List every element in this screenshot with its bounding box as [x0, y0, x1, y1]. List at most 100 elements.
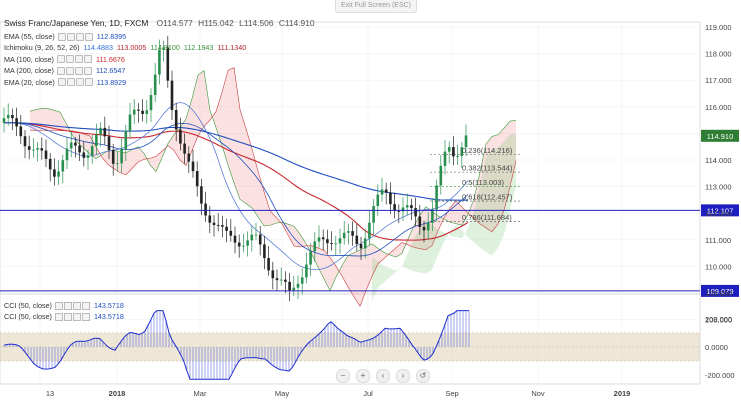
legend-cci-1[interactable]: CCI (50, close) 143.5718	[4, 300, 124, 311]
exit-fullscreen-button[interactable]: Exit Full Screen (ESC)	[335, 0, 417, 13]
legend-cci-2[interactable]: CCI (50, close) 143.5718	[4, 311, 124, 322]
candle	[86, 149, 90, 170]
symbol-title[interactable]: Swiss Franc/Japanese Yen, 1D, FXCM	[4, 18, 149, 28]
candle	[242, 233, 245, 253]
time-tick-label: May	[275, 389, 289, 398]
legend-ichimoku[interactable]: Ichimoku (9, 26, 52, 26) 114.4883 113.00…	[4, 42, 246, 53]
candle	[334, 235, 338, 256]
zoom-in-icon[interactable]: +	[356, 369, 370, 383]
more-icon[interactable]	[84, 32, 93, 41]
legend-value: 112.1943	[183, 43, 214, 53]
legend-ema20[interactable]: EMA (20, close) 113.8929	[4, 77, 246, 88]
legend-controls[interactable]	[56, 55, 92, 64]
close-icon[interactable]	[75, 32, 84, 41]
legend-controls[interactable]	[54, 301, 90, 310]
legend-label: CCI (50, close)	[4, 301, 52, 310]
legend-ma200[interactable]: MA (200, close) 112.6547	[4, 65, 246, 76]
candle	[246, 231, 249, 257]
more-icon[interactable]	[81, 301, 90, 310]
eye-icon[interactable]	[57, 32, 66, 41]
candle	[48, 153, 52, 182]
close-icon[interactable]	[72, 301, 81, 310]
more-icon[interactable]	[81, 313, 90, 322]
gear-icon[interactable]	[63, 313, 72, 322]
eye-icon[interactable]	[54, 301, 63, 310]
eye-icon[interactable]	[54, 313, 63, 322]
legend-ma100[interactable]: MA (100, close) 111.6676	[4, 54, 246, 65]
legend-controls[interactable]	[57, 78, 93, 87]
candle	[376, 184, 380, 216]
ema20-line	[3, 102, 469, 271]
legend-value: 143.5718	[93, 301, 124, 310]
price-tick-label: 118.000	[705, 50, 732, 59]
close-icon[interactable]	[72, 313, 81, 322]
candle	[288, 272, 291, 302]
time-axis[interactable]: 13 2018 Mar May Jul Sep Nov 2019	[46, 389, 631, 398]
symbol-header: Swiss Franc/Japanese Yen, 1D, FXCM O114.…	[4, 18, 315, 28]
candle	[342, 220, 346, 245]
close-icon[interactable]	[74, 55, 83, 64]
eye-icon[interactable]	[57, 78, 66, 87]
candle	[393, 192, 396, 219]
reset-icon[interactable]: ↺	[416, 369, 430, 383]
candle	[15, 107, 18, 136]
price-tick-label: 113.000	[705, 183, 732, 192]
price-axis[interactable]: 119.000118.000117.000116.000115.000114.0…	[701, 23, 739, 325]
scroll-right-icon[interactable]: ›	[396, 369, 410, 383]
price-tick-label: 109.000	[705, 289, 732, 298]
candle	[225, 218, 228, 243]
legend-label: EMA (20, close)	[4, 77, 55, 87]
candle	[204, 191, 207, 222]
close-icon[interactable]	[74, 66, 83, 75]
more-icon[interactable]	[83, 55, 92, 64]
price-tick-label: 110.000	[705, 262, 732, 271]
candle	[187, 146, 191, 174]
candle	[389, 182, 392, 214]
ohlc-low: L114.506	[239, 18, 274, 28]
candle	[359, 236, 363, 260]
legend-controls[interactable]	[56, 66, 92, 75]
horizontal-lines[interactable]: 112.107 109.079	[0, 204, 739, 297]
cci-pane: 200.000 0.0000 -200.000	[0, 310, 735, 380]
scroll-left-icon[interactable]: ‹	[376, 369, 390, 383]
indicator-legend: EMA (55, close) 112.8395 Ichimoku (9, 26…	[4, 31, 246, 88]
price-tick-label: 108.000	[705, 316, 732, 325]
gear-icon[interactable]	[65, 66, 74, 75]
legend-label: EMA (55, close)	[4, 32, 55, 41]
candle	[82, 141, 86, 167]
more-icon[interactable]	[83, 66, 92, 75]
more-icon[interactable]	[84, 78, 93, 87]
time-tick-label: Nov	[531, 389, 545, 398]
legend-controls[interactable]	[57, 32, 93, 41]
gear-icon[interactable]	[66, 78, 75, 87]
hline-upper-badge: 112.107	[701, 204, 739, 217]
eye-icon[interactable]	[56, 66, 65, 75]
candle	[435, 179, 438, 222]
candle	[36, 142, 39, 162]
candle	[284, 271, 287, 294]
candle	[221, 215, 224, 238]
candle	[410, 198, 413, 221]
gear-icon[interactable]	[63, 301, 72, 310]
gear-icon[interactable]	[65, 55, 74, 64]
candle	[195, 161, 199, 197]
zoom-out-icon[interactable]: −	[336, 369, 350, 383]
legend-value: 112.8395	[96, 32, 127, 41]
legend-controls[interactable]	[54, 313, 90, 322]
candle	[363, 228, 367, 259]
legend-ema55[interactable]: EMA (55, close) 112.8395	[4, 31, 246, 42]
candle	[145, 99, 149, 124]
candle	[212, 214, 216, 237]
eye-icon[interactable]	[56, 55, 65, 64]
candle	[95, 123, 98, 156]
candle	[141, 99, 144, 122]
legend-value: 111.6676	[95, 54, 125, 64]
candle	[380, 177, 384, 202]
candle	[330, 231, 333, 251]
candle	[137, 103, 140, 123]
candle	[216, 213, 220, 232]
hline-lower-badge: 109.079	[701, 284, 739, 297]
close-icon[interactable]	[75, 78, 84, 87]
gear-icon[interactable]	[66, 32, 75, 41]
